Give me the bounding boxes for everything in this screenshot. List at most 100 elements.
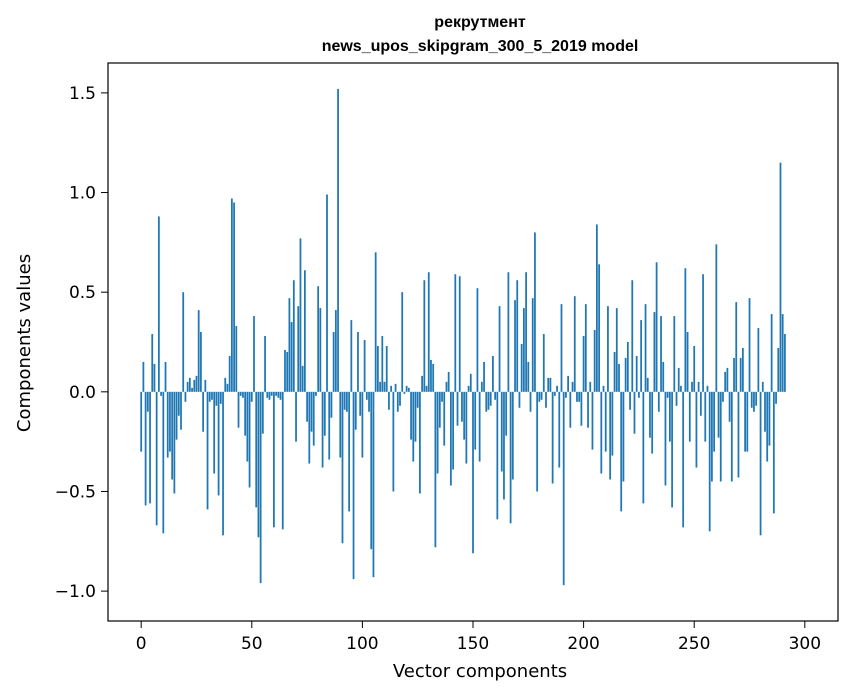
bar xyxy=(414,391,417,442)
bar xyxy=(180,391,182,430)
bar xyxy=(401,292,404,392)
bar xyxy=(551,391,554,484)
bar xyxy=(169,391,171,452)
bar xyxy=(454,274,457,392)
bar xyxy=(242,391,244,398)
chart-subtitle: news_upos_skipgram_300_5_2019 model xyxy=(322,38,639,55)
bar xyxy=(434,391,437,548)
y-axis-label: Components values xyxy=(14,254,35,432)
bar xyxy=(200,332,202,392)
bar xyxy=(164,361,167,392)
bar xyxy=(649,391,651,438)
bar xyxy=(556,385,558,392)
bar xyxy=(233,202,235,392)
bar xyxy=(699,391,702,416)
y-tick-label: −0.5 xyxy=(55,482,96,502)
plot-frame xyxy=(107,62,839,622)
bar xyxy=(270,391,273,396)
bar xyxy=(310,391,313,432)
bar xyxy=(540,391,543,400)
bar xyxy=(547,377,550,392)
bar xyxy=(673,316,676,392)
bar xyxy=(584,304,587,392)
bar xyxy=(202,391,205,432)
bar xyxy=(297,306,300,392)
bar xyxy=(388,391,390,410)
bar xyxy=(288,298,291,392)
bar xyxy=(728,391,731,422)
bar xyxy=(295,391,297,442)
bar xyxy=(500,391,503,472)
bar xyxy=(361,391,364,458)
bar xyxy=(321,391,324,468)
bar xyxy=(775,391,777,404)
bar xyxy=(494,391,497,400)
bar xyxy=(545,391,547,408)
bar xyxy=(777,347,780,392)
bar xyxy=(204,379,207,392)
bar xyxy=(553,391,556,396)
bar xyxy=(235,326,238,392)
bar xyxy=(250,391,253,402)
bar xyxy=(662,361,665,392)
bar xyxy=(487,391,490,410)
bar xyxy=(257,391,260,538)
bar xyxy=(496,391,499,520)
bar xyxy=(737,391,740,478)
bar xyxy=(186,381,189,392)
bar xyxy=(350,320,353,392)
bar xyxy=(655,262,658,392)
bar xyxy=(255,391,258,508)
y-tick-label: 0.5 xyxy=(69,283,96,303)
bar xyxy=(261,391,264,434)
bar xyxy=(275,391,278,396)
bar xyxy=(308,391,311,464)
bar xyxy=(368,391,370,412)
bar xyxy=(173,391,176,494)
bar xyxy=(615,308,618,392)
bar xyxy=(239,391,242,396)
bar xyxy=(427,272,430,392)
bar xyxy=(193,379,196,392)
x-axis-ticks: 0 50 100 150 200 250 300 xyxy=(136,621,821,654)
bar xyxy=(602,385,605,392)
bar xyxy=(706,385,709,392)
bar xyxy=(222,391,224,536)
bar xyxy=(764,391,766,432)
bar xyxy=(463,391,466,440)
bar xyxy=(631,280,634,392)
bar xyxy=(691,381,693,392)
x-tick-label: 300 xyxy=(789,634,821,654)
bar xyxy=(739,357,742,392)
bar xyxy=(244,391,247,436)
bar xyxy=(629,391,631,410)
bar xyxy=(157,216,160,392)
bar xyxy=(646,377,649,392)
bar xyxy=(374,252,377,392)
bar xyxy=(511,391,514,480)
bar xyxy=(693,345,696,392)
bar xyxy=(228,355,231,392)
bar xyxy=(412,391,415,462)
bar xyxy=(407,387,410,392)
bar xyxy=(746,391,749,452)
bar xyxy=(394,383,397,392)
bar xyxy=(430,359,432,392)
bar xyxy=(421,375,424,392)
bar xyxy=(144,391,147,506)
x-tick-label: 50 xyxy=(241,634,263,654)
bar xyxy=(708,391,711,532)
bar xyxy=(562,391,565,586)
bar xyxy=(339,391,342,458)
bar xyxy=(469,373,472,392)
bar xyxy=(315,391,317,396)
bar xyxy=(560,304,563,392)
bar xyxy=(779,162,782,392)
bar xyxy=(155,391,158,526)
bar xyxy=(365,391,368,400)
bar xyxy=(443,391,446,446)
bar xyxy=(370,391,373,550)
bar xyxy=(671,391,673,508)
bar xyxy=(224,377,227,392)
bar xyxy=(638,391,640,398)
